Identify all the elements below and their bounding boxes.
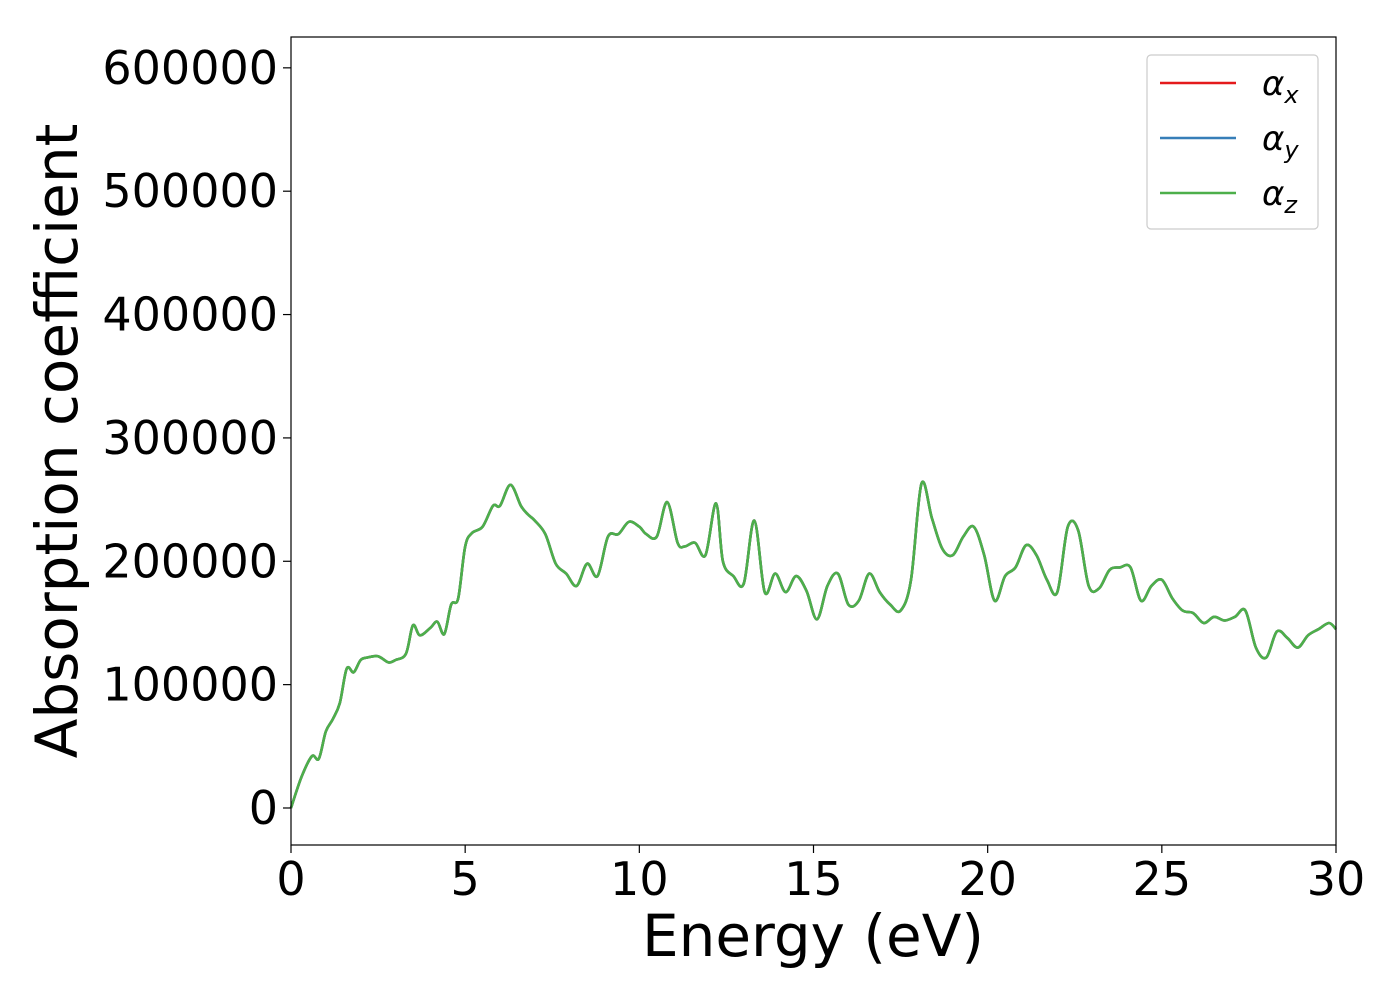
- y-tick-label: 200000: [102, 534, 278, 588]
- x-tick-label: 5: [451, 852, 480, 906]
- legend: αx αy αz: [1146, 54, 1319, 230]
- y-tick-label: 0: [249, 781, 278, 835]
- y-tick-label: 500000: [102, 164, 278, 218]
- series-line-y: [289, 480, 1337, 809]
- x-tick-label: 30: [1307, 852, 1366, 906]
- x-tick-label: 25: [1133, 852, 1192, 906]
- x-tick-label: 0: [276, 852, 305, 906]
- x-tick-label: 10: [610, 852, 669, 906]
- legend-label-x: αx: [1262, 64, 1299, 109]
- x-axis-ticks: 0 5 10 15 20 25 30: [276, 845, 1365, 906]
- y-tick-label: 400000: [102, 288, 278, 342]
- legend-entries: αx αy αz: [1160, 64, 1299, 219]
- y-axis-ticks: 0 100000 200000 300000 400000 500000 600000: [102, 41, 291, 835]
- x-tick-label: 20: [958, 852, 1017, 906]
- series-lines: [289, 480, 1337, 809]
- legend-label-z: αz: [1262, 174, 1298, 219]
- series-line-z: [289, 480, 1337, 809]
- legend-label-y: αy: [1262, 119, 1299, 164]
- x-tick-label: 15: [784, 852, 843, 906]
- legend-box: [1146, 54, 1319, 230]
- y-tick-label: 300000: [102, 411, 278, 465]
- series-line-x: [289, 480, 1337, 809]
- y-tick-label: 100000: [102, 658, 278, 712]
- y-tick-label: 600000: [102, 41, 278, 95]
- x-axis-label: Energy (eV): [642, 902, 984, 970]
- y-axis-label: Absorption coefficient: [23, 124, 91, 759]
